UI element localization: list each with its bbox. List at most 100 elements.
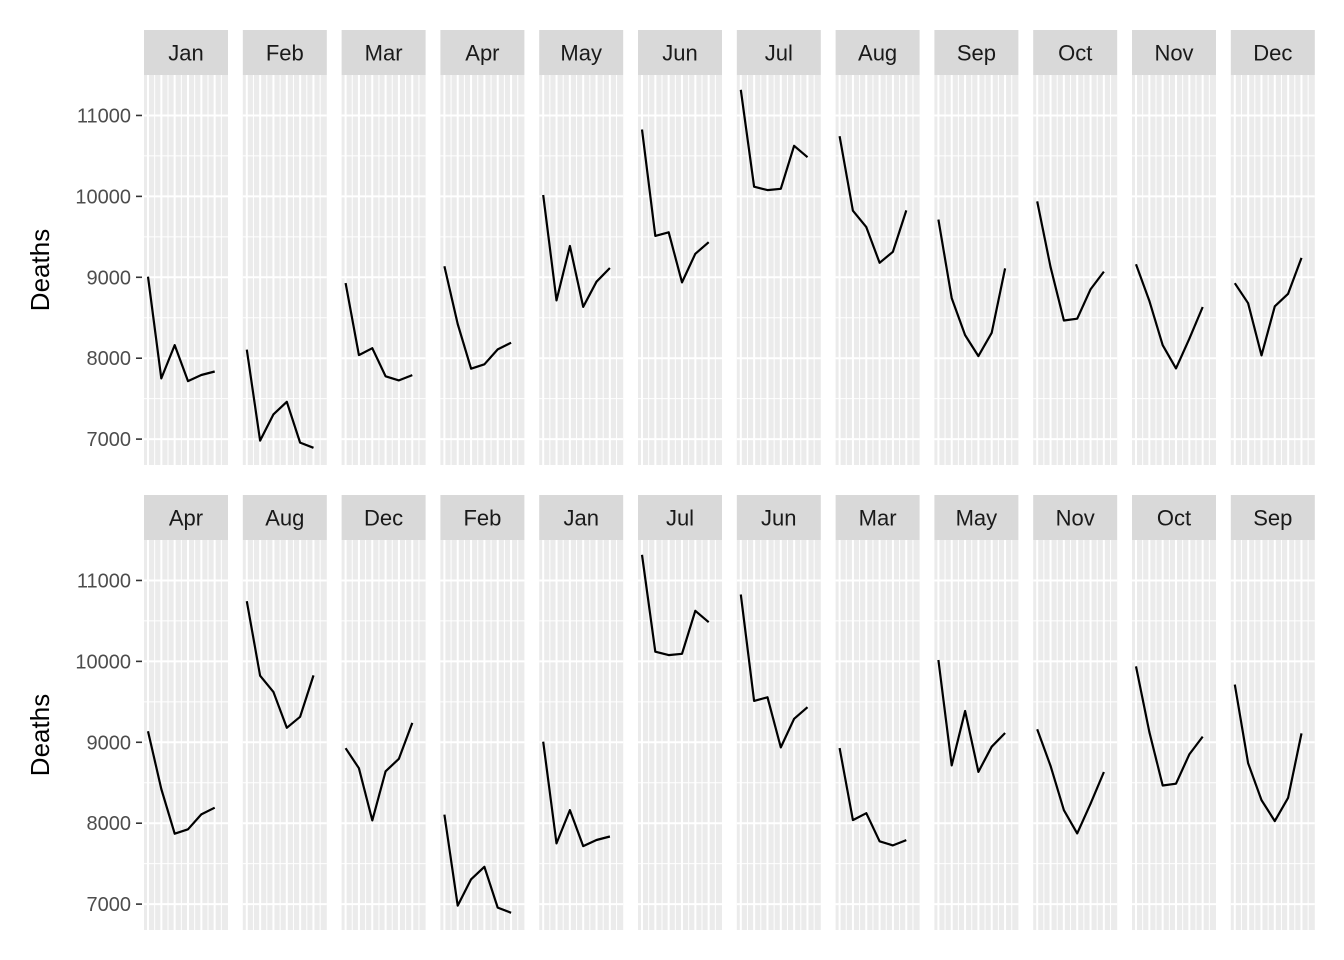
facet-strip-label: Dec [1253, 41, 1292, 66]
facet-strip-label: Mar [859, 506, 897, 531]
facet-strip [1230, 30, 1315, 75]
facet-strip [934, 495, 1019, 540]
series-line-oct [1134, 666, 1204, 787]
facet-strip-label: Jun [761, 506, 796, 531]
facet-strip [638, 30, 722, 75]
facet-strip-label: Oct [1157, 506, 1191, 531]
series-line-apr [443, 265, 512, 370]
facet-strip-label: May [560, 41, 602, 66]
facet-strip-label: Nov [1154, 41, 1193, 66]
facet-strip-label: Nov [1056, 506, 1095, 531]
facet-strip [539, 495, 624, 540]
facet-strip-label: Jul [666, 506, 694, 531]
facet-panel-feb: Feb [242, 30, 327, 465]
series-line-dec [1233, 257, 1303, 357]
y-tick-label: 11000 [77, 105, 131, 127]
y-tick-label: 11000 [77, 570, 131, 592]
facet-strip [1230, 495, 1315, 540]
facet-strip-label: Dec [364, 506, 403, 531]
series-line-may [542, 194, 611, 308]
series-line-feb [245, 349, 314, 449]
facet-strip [1132, 30, 1216, 75]
series-line-dec [344, 722, 414, 822]
facet-panel-jul: Jul [736, 30, 821, 465]
facet-strip-label: Sep [1253, 506, 1292, 531]
facet-strip-label: Oct [1058, 41, 1092, 66]
facet-strip [341, 30, 426, 75]
series-line-mar [838, 747, 907, 847]
facet-strip [835, 30, 920, 75]
facet-panel-jun: Jun [736, 495, 821, 930]
series-line-sep [1233, 684, 1303, 823]
series-line-sep [937, 219, 1007, 358]
facet-strip [242, 495, 327, 540]
y-tick-label: 7000 [87, 429, 132, 451]
facet-panel-nov: Nov [1132, 30, 1216, 465]
series-line-oct [1036, 201, 1105, 322]
series-line-jul [739, 89, 809, 192]
facet-panel-dec: Dec [1230, 30, 1315, 465]
facet-strip [1033, 495, 1118, 540]
facet-strip [934, 30, 1019, 75]
facet-strip-label: Sep [957, 41, 996, 66]
facet-panel-oct: Oct [1033, 30, 1118, 465]
series-line-nov [1036, 728, 1105, 835]
facet-row-1: 7000 8000 9000 10000 11000 Deaths Jan Feb Mar Apr… [25, 30, 1315, 465]
facet-panel-apr: Apr [144, 495, 228, 930]
series-line-jun [739, 594, 809, 749]
facet-strip-label: Mar [365, 41, 403, 66]
y-tick-label: 8000 [87, 813, 132, 835]
facet-panel-sep: Sep [1230, 495, 1315, 930]
y-axis-title: Deaths [25, 694, 55, 776]
facet-panel-jul: Jul [638, 495, 722, 930]
y-tick-label: 9000 [87, 267, 132, 289]
facet-strip [539, 30, 624, 75]
y-tick-label: 10000 [75, 186, 131, 208]
facet-panel-may: May [934, 495, 1019, 930]
series-line-jun [640, 129, 710, 284]
facet-strip-label: May [956, 506, 998, 531]
series-line-jul [640, 554, 710, 657]
series-line-jan [542, 741, 611, 848]
facet-panel-mar: Mar [835, 495, 920, 930]
facet-strip [1132, 495, 1216, 540]
facet-strip [736, 30, 821, 75]
series-line-feb [443, 814, 512, 914]
facet-panel-jan: Jan [144, 30, 228, 465]
y-axis-title: Deaths [25, 229, 55, 311]
facet-strip [144, 30, 228, 75]
facet-strip [638, 495, 722, 540]
facet-strip [1033, 30, 1118, 75]
facet-strip-label: Feb [266, 41, 304, 66]
facet-panel-apr: Apr [440, 30, 525, 465]
facet-panel-may: May [539, 30, 624, 465]
y-tick-label: 7000 [87, 894, 132, 916]
facet-panel-aug: Aug [835, 30, 920, 465]
facet-strip [242, 30, 327, 75]
series-line-jan [146, 276, 215, 383]
facet-panel-nov: Nov [1033, 495, 1118, 930]
facet-panel-dec: Dec [341, 495, 426, 930]
series-line-may [937, 659, 1006, 774]
facet-panel-aug: Aug [242, 495, 327, 930]
facet-strip-label: Apr [465, 41, 499, 66]
y-tick-label: 9000 [87, 732, 132, 754]
facet-strip [736, 495, 821, 540]
series-line-nov [1134, 263, 1204, 370]
facet-panel-feb: Feb [440, 495, 525, 930]
facet-panel-mar: Mar [341, 30, 426, 465]
facet-strip-label: Aug [858, 41, 897, 66]
facet-strip-label: Aug [265, 506, 304, 531]
facet-strip [440, 30, 525, 75]
facet-row-2: 7000 8000 9000 10000 11000 Deaths Apr Aug Dec Feb… [25, 495, 1315, 930]
facet-strip-label: Feb [463, 506, 501, 531]
facet-strip [440, 495, 525, 540]
facet-panel-oct: Oct [1132, 495, 1216, 930]
series-line-aug [245, 601, 315, 729]
facet-strip-label: Jan [563, 506, 598, 531]
series-line-aug [838, 136, 908, 264]
y-tick-label: 8000 [87, 348, 132, 370]
facet-panel-jan: Jan [539, 495, 624, 930]
facet-strip-label: Jul [765, 41, 793, 66]
facet-panel-jun: Jun [638, 30, 722, 465]
